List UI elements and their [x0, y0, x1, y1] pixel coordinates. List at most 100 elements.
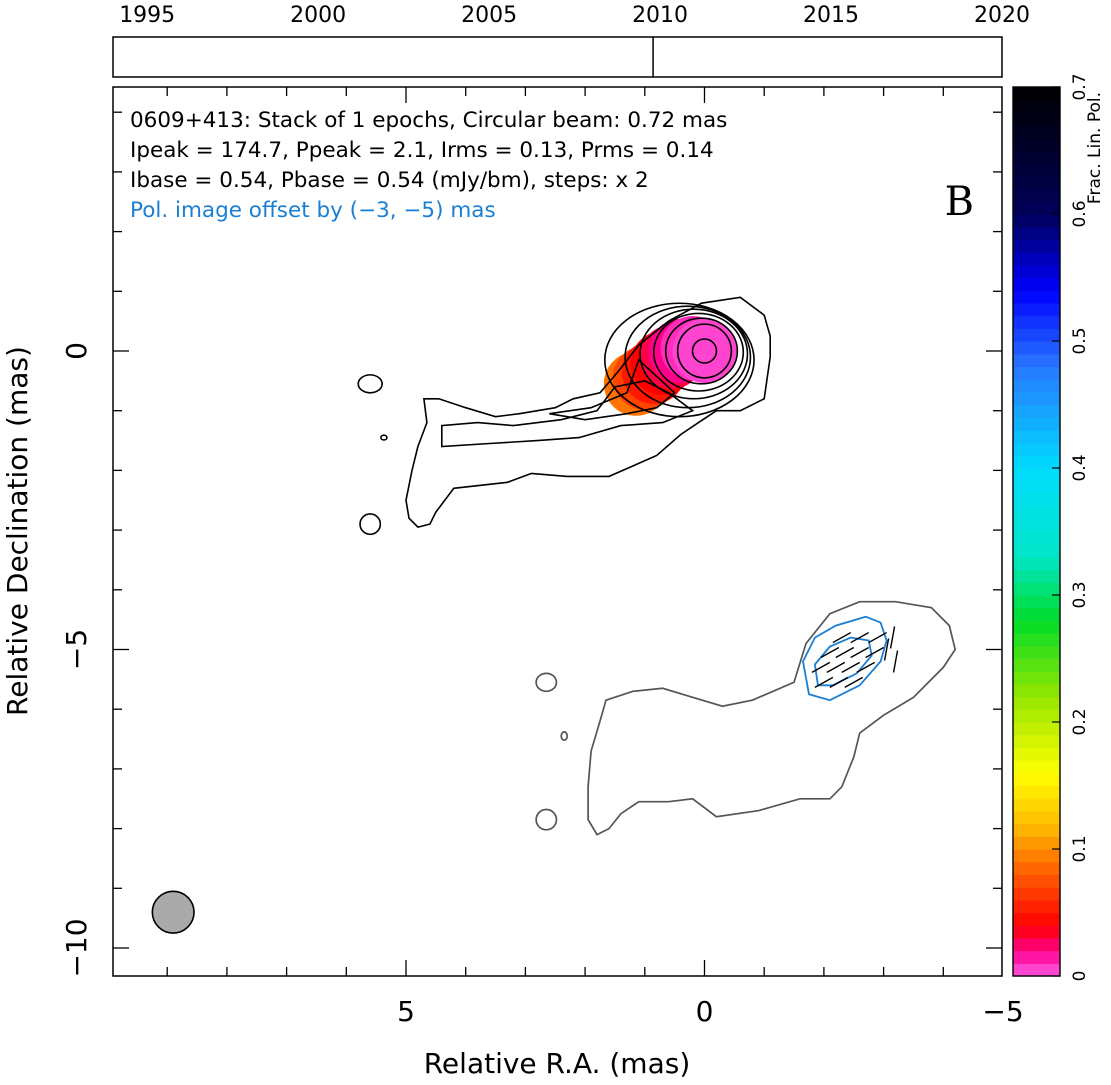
stokes-i-contour-level: [624, 305, 752, 409]
x-axis-label: Relative R.A. (mas): [424, 1047, 691, 1080]
y-tick-label: −10: [60, 918, 93, 977]
evpa-tick: [826, 661, 846, 674]
colorbar-segment: [1013, 937, 1060, 952]
colorbar-segment: [1013, 544, 1060, 558]
colorbar-segment: [1013, 620, 1060, 634]
colorbar-segment: [1013, 645, 1060, 660]
colorbar-segment: [1013, 328, 1060, 342]
colorbar-segment: [1013, 112, 1060, 126]
stokes-i-island: [359, 513, 382, 536]
colorbar-tick-label: 0.2: [1070, 708, 1090, 735]
stokes-i-contour-outer: [405, 296, 771, 528]
annotation-line-3: Ibase = 0.54, Pbase = 0.54 (mJy/bm), ste…: [130, 168, 649, 193]
stokes-i-island: [357, 374, 383, 394]
evpa-tick: [850, 631, 870, 644]
offset-stokes-i-island: [560, 731, 569, 742]
panel-label: B: [945, 179, 974, 225]
colorbar-tick-label: 0.1: [1070, 835, 1090, 862]
colorbar-tick-label: 0.5: [1070, 327, 1090, 354]
x-tick-label: −5: [982, 995, 1023, 1028]
colorbar-segment: [1013, 379, 1060, 393]
y-tick-label: 0: [60, 342, 93, 360]
colorbar-segment: [1013, 226, 1060, 240]
colorbar-segment: [1013, 150, 1060, 164]
colorbar-segment: [1013, 214, 1060, 228]
colorbar-segment: [1013, 633, 1060, 647]
evpa-tick: [892, 650, 899, 673]
colorbar-tick-label: 0.4: [1070, 454, 1090, 481]
evpa-tick: [835, 646, 855, 659]
colorbar-segment: [1013, 493, 1060, 507]
colorbar-tick-label: 0.6: [1070, 200, 1090, 227]
colorbar-segment: [1013, 417, 1060, 431]
colorbar: 0 0.1 0.2 0.3 0.4 0.5 0.6 0.7: [1012, 73, 1090, 982]
offset-stokes-i-contour: [587, 600, 957, 836]
colorbar-segment: [1013, 874, 1060, 888]
colorbar-segment: [1013, 175, 1060, 190]
colorbar-segment: [1013, 595, 1060, 609]
colorbar-segment: [1013, 950, 1060, 964]
colorbar-segment: [1013, 861, 1060, 875]
pol-offset-note: Pol. image offset by (−3, −5) mas: [130, 198, 496, 223]
evpa-tick: [814, 676, 834, 688]
colorbar-segment: [1013, 912, 1060, 926]
colorbar-segment: [1013, 188, 1060, 202]
colorbar-segment: [1013, 531, 1060, 545]
y-axis-label: Relative Declination (mas): [1, 346, 34, 716]
colorbar-segment: [1013, 87, 1060, 101]
colorbar-segment: [1013, 823, 1060, 837]
colorbar-segment: [1013, 429, 1060, 444]
evpa-tick: [868, 631, 887, 644]
evpa-tick: [829, 676, 849, 688]
x-tick-label: 5: [397, 995, 415, 1028]
colorbar-tick-label: 0: [1070, 971, 1090, 982]
colorbar-segment: [1013, 290, 1060, 304]
colorbar-segment: [1013, 201, 1060, 215]
colorbar-segment: [1013, 734, 1060, 748]
stokes-i-contour-level: [652, 312, 745, 392]
colorbar-frame: [1012, 86, 1061, 977]
stokes-i-island: [380, 434, 388, 441]
time-axis-label: 1995: [119, 3, 175, 28]
colorbar-segment: [1013, 99, 1060, 113]
plot-frame: [112, 86, 1003, 977]
stokes-i-contour-peak: [691, 338, 718, 364]
colorbar-segment: [1013, 252, 1060, 266]
colorbar-segment: [1013, 556, 1060, 571]
colorbar-segment: [1013, 671, 1060, 685]
time-axis-frame: [112, 36, 1003, 78]
colorbar-segment: [1013, 315, 1060, 329]
colorbar-segment: [1013, 747, 1060, 761]
stokes-i-contour-level: [604, 302, 755, 418]
colorbar-tick-label: 0.3: [1070, 581, 1090, 608]
colorbar-segment: [1013, 658, 1060, 672]
colorbar-segment: [1013, 455, 1060, 469]
colorbar-segment: [1013, 772, 1060, 787]
colorbar-segment: [1013, 506, 1060, 520]
beam-ellipse: [151, 890, 195, 934]
colorbar-segment: [1013, 760, 1060, 774]
colorbar-segment: [1013, 137, 1060, 152]
stokes-i-contour-jet: [549, 358, 676, 421]
colorbar-segment: [1013, 163, 1060, 177]
colorbar-segment: [1013, 366, 1060, 380]
colorbar-segment: [1013, 722, 1060, 736]
evpa-tick: [820, 646, 840, 659]
time-axis-label: 2020: [974, 3, 1030, 28]
stokes-i-contour-level: [639, 308, 749, 400]
evpa-tick: [865, 646, 884, 659]
colorbar-label: Frac. Lin. Pol.: [1085, 92, 1105, 204]
colorbar-segment: [1013, 391, 1060, 406]
y-tick-label: −5: [60, 629, 93, 670]
time-axis-label: 2005: [461, 3, 517, 28]
evpa-tick: [811, 661, 831, 674]
colorbar-segment: [1013, 569, 1060, 583]
colorbar-segment: [1013, 518, 1060, 533]
colorbar-segment: [1013, 125, 1060, 139]
x-tick-label: 0: [696, 995, 714, 1028]
colorbar-segment: [1013, 899, 1060, 914]
colorbar-segment: [1013, 582, 1060, 596]
axis-ticks: 5 0 −5 0 −5 −10: [60, 87, 1024, 1028]
annotation-line-1: 0609+413: Stack of 1 epochs, Circular be…: [130, 108, 727, 133]
colorbar-segment: [1013, 442, 1060, 456]
